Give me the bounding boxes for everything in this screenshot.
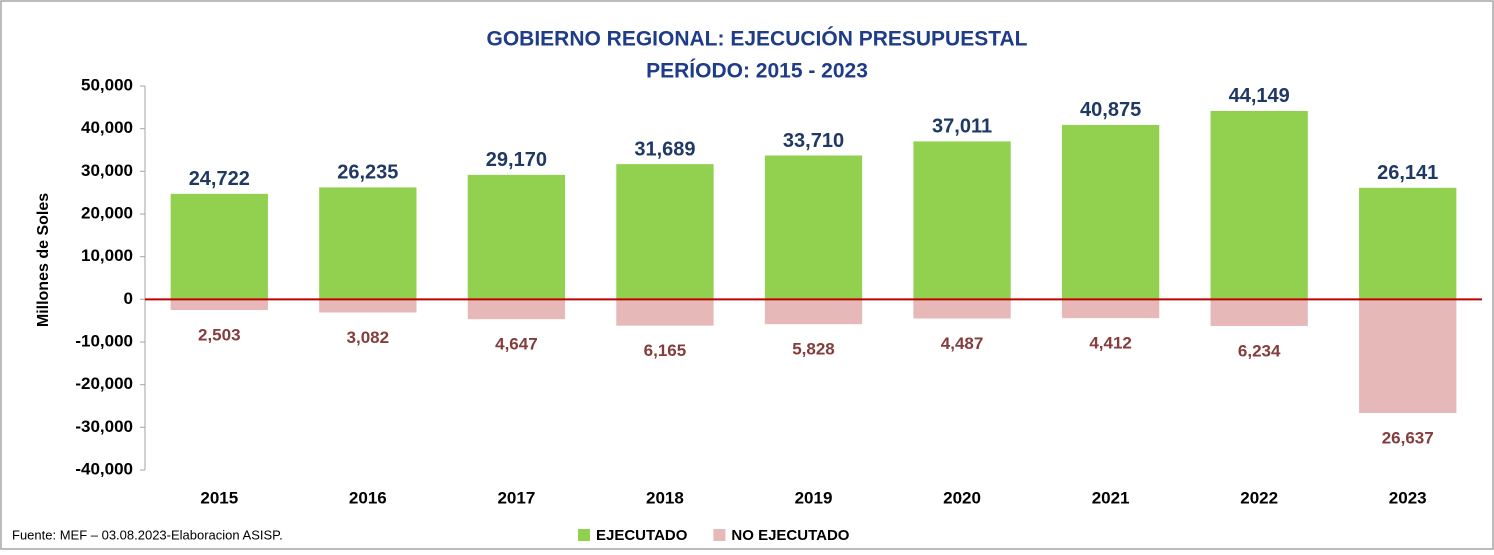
y-tick-label: 40,000 — [81, 118, 133, 137]
legend-label: NO EJECUTADO — [731, 527, 849, 544]
x-tick-label: 2015 — [200, 488, 238, 507]
data-label: 2,503 — [198, 325, 241, 344]
bar — [1061, 124, 1160, 300]
x-tick-label: 2020 — [943, 488, 981, 507]
y-tick-label: -30,000 — [75, 417, 133, 436]
bar — [913, 141, 1011, 300]
y-tick-label: 0 — [124, 289, 133, 308]
data-label: 26,235 — [337, 162, 398, 184]
bar — [170, 299, 268, 311]
bar — [1359, 299, 1457, 413]
data-label: 26,141 — [1377, 162, 1438, 184]
y-tick-label: 20,000 — [81, 203, 133, 222]
bar — [764, 299, 863, 325]
data-label: 4,487 — [941, 334, 984, 353]
bar — [170, 193, 268, 300]
y-tick-label: -40,000 — [75, 459, 133, 478]
data-label: 6,234 — [1238, 341, 1281, 360]
bar — [764, 155, 863, 300]
bar — [319, 299, 417, 313]
y-axis-label: Millones de Soles — [35, 193, 52, 327]
bar — [1359, 187, 1457, 300]
x-tick-label: 2021 — [1092, 488, 1130, 507]
data-label: 40,875 — [1080, 99, 1141, 121]
x-tick-label: 2017 — [497, 488, 535, 507]
bar — [319, 187, 417, 300]
bar — [913, 299, 1011, 319]
data-label: 33,710 — [783, 130, 844, 152]
x-tick-label: 2018 — [646, 488, 684, 507]
data-label: 44,149 — [1229, 85, 1290, 107]
x-tick-label: 2023 — [1389, 488, 1427, 507]
chart-subtitle: PERÍODO: 2015 - 2023 — [646, 60, 868, 83]
bar — [467, 174, 566, 300]
legend-swatch — [713, 529, 726, 541]
data-label: 29,170 — [486, 149, 547, 171]
bar — [616, 164, 714, 300]
x-tick-label: 2019 — [795, 488, 833, 507]
y-tick-label: 30,000 — [81, 161, 133, 180]
bar — [1061, 299, 1160, 319]
legend-swatch — [578, 529, 590, 541]
legend-label: EJECUTADO — [596, 527, 688, 544]
data-label: 3,082 — [347, 328, 390, 347]
data-label: 24,722 — [189, 168, 250, 190]
data-label: 4,647 — [495, 335, 538, 354]
bar — [467, 299, 566, 320]
y-tick-label: 50,000 — [81, 75, 133, 94]
data-label: 5,828 — [792, 340, 835, 359]
data-label: 37,011 — [932, 116, 992, 138]
y-tick-label: 10,000 — [81, 246, 133, 265]
bar — [1210, 110, 1308, 300]
y-tick-label: -10,000 — [75, 331, 133, 350]
data-label: 26,637 — [1382, 428, 1434, 447]
x-tick-label: 2016 — [349, 488, 387, 507]
bar — [1210, 299, 1308, 326]
bar — [616, 299, 714, 326]
source-note: Fuente: MEF – 03.08.2023-Elaboracion ASI… — [12, 527, 283, 542]
x-tick-label: 2022 — [1240, 488, 1278, 507]
data-label: 31,689 — [634, 138, 695, 160]
data-label: 6,165 — [644, 341, 687, 360]
y-tick-label: -20,000 — [75, 374, 133, 393]
data-label: 4,412 — [1089, 334, 1132, 353]
chart-title: GOBIERNO REGIONAL: EJECUCIÓN PRESUPUESTA… — [487, 27, 1028, 51]
